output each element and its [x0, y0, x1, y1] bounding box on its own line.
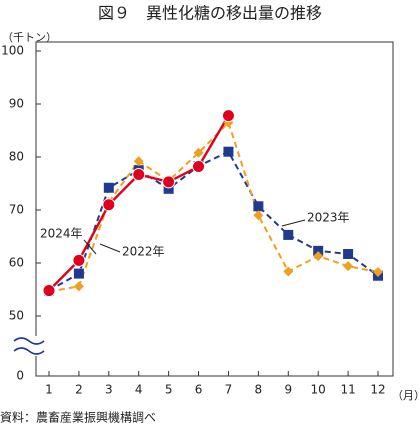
x-tick-label: 2: [75, 383, 83, 397]
marker: [283, 266, 294, 277]
source-note: 資料：農畜産業振興機構調べ: [0, 410, 156, 425]
x-tick-label: 1: [45, 383, 53, 397]
chart-title: 図９ 異性化糖の移出量の推移: [98, 4, 322, 23]
label-leader: [99, 243, 121, 253]
x-tick-label: 10: [311, 383, 326, 397]
y-tick-label: 0: [16, 369, 24, 383]
y-unit: （千トン）: [2, 31, 57, 44]
marker: [42, 284, 56, 298]
series-label: 2023年: [307, 211, 350, 225]
marker: [102, 198, 116, 212]
label-leader: [83, 239, 97, 255]
x-tick-label: 11: [340, 383, 355, 397]
marker: [373, 267, 383, 278]
marker: [132, 167, 146, 181]
axis-break: [13, 337, 45, 355]
x-tick-label: 9: [284, 383, 292, 397]
marker: [193, 147, 204, 158]
marker: [313, 251, 324, 262]
series-label: 2024年: [40, 227, 83, 241]
marker: [72, 253, 86, 267]
y-tick-label: 60: [9, 256, 24, 270]
label-leader: [281, 219, 306, 227]
x-tick-label: 8: [255, 383, 263, 397]
series-line: [48, 120, 379, 293]
y-tick-label: 70: [9, 203, 24, 217]
marker: [192, 160, 206, 174]
marker: [162, 175, 176, 189]
marker: [133, 156, 144, 167]
marker: [343, 248, 354, 259]
x-tick-label: 4: [135, 383, 143, 397]
x-unit: （月）: [392, 389, 420, 402]
marker: [313, 245, 324, 256]
x-tick-label: 12: [370, 383, 385, 397]
marker: [253, 201, 264, 212]
x-tick-label: 7: [225, 383, 233, 397]
y-tick-label: 90: [9, 97, 24, 111]
marker: [73, 281, 84, 292]
marker: [343, 261, 354, 272]
marker: [223, 146, 234, 157]
y-tick-label: 100: [1, 44, 24, 58]
y-tick-label: 50: [9, 309, 24, 323]
marker: [73, 268, 84, 279]
axis-break-gap: [14, 336, 44, 356]
x-tick-label: 6: [195, 383, 203, 397]
marker: [283, 229, 294, 240]
x-tick-label: 3: [105, 383, 113, 397]
marker: [221, 109, 235, 123]
plot-frame: [35, 41, 394, 377]
marker: [253, 210, 264, 221]
series-label: 2022年: [122, 245, 165, 259]
marker: [103, 182, 114, 193]
x-tick-label: 5: [165, 383, 173, 397]
marker: [163, 183, 174, 194]
y-tick-label: 80: [9, 150, 24, 164]
